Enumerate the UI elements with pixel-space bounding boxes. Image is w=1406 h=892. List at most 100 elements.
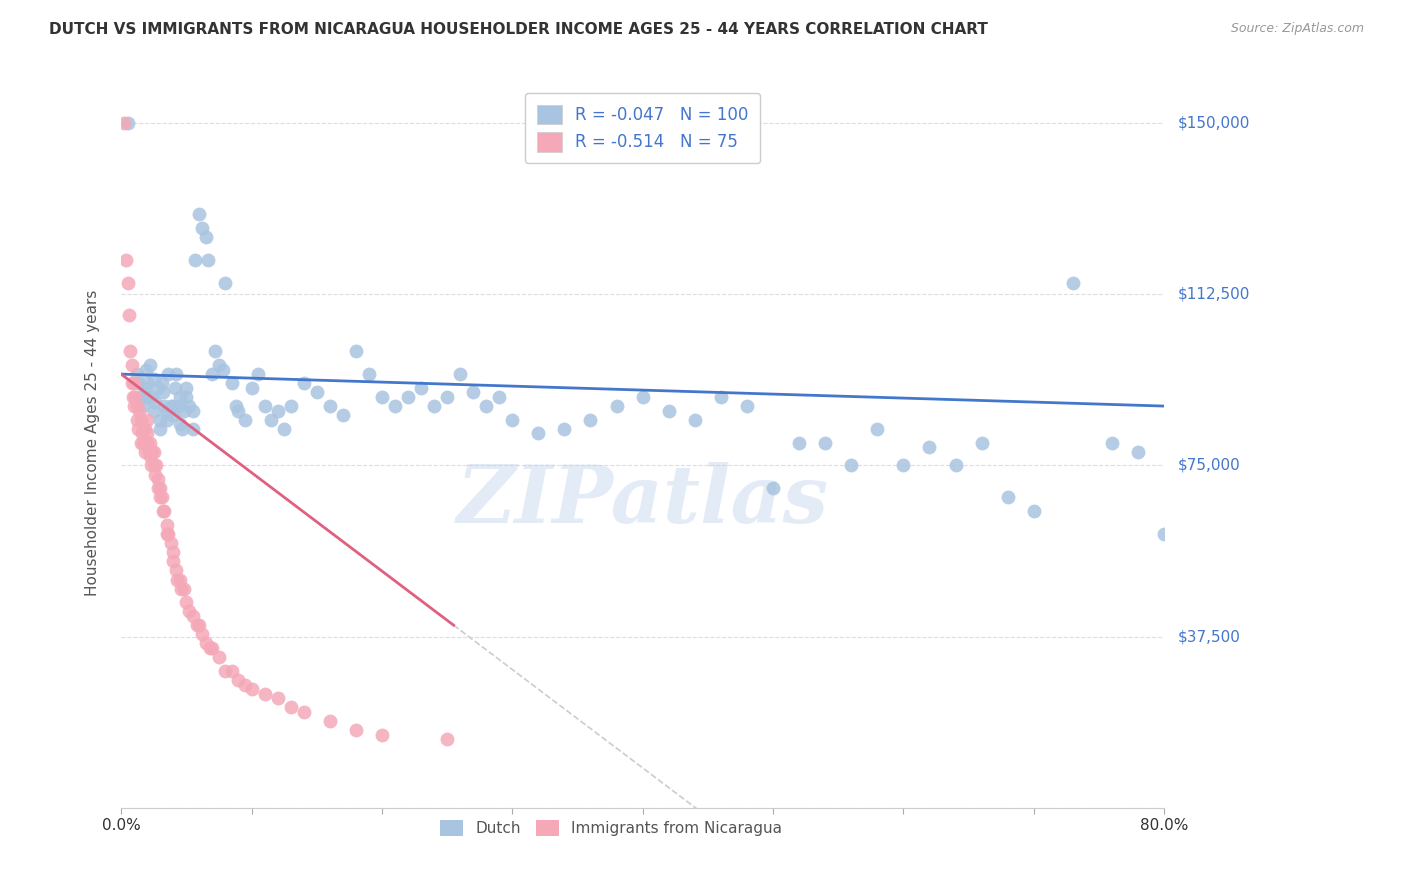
Point (194, 230, 217, 244)
Point (142, 372, 165, 386)
Point (579, 413, 602, 427)
Point (176, 595, 198, 609)
Point (149, 413, 172, 427)
Point (142, 403, 165, 417)
Point (170, 582, 193, 596)
Point (475, 399, 498, 413)
Point (129, 413, 152, 427)
Point (138, 444, 160, 458)
Point (165, 367, 187, 381)
Point (184, 252, 207, 267)
Point (253, 687, 276, 701)
Point (132, 435, 155, 450)
Y-axis label: Householder Income Ages 25 - 44 years: Householder Income Ages 25 - 44 years (86, 289, 100, 596)
Point (112, 116, 135, 130)
Point (143, 394, 166, 409)
Point (606, 399, 628, 413)
Point (814, 435, 837, 450)
Point (173, 582, 195, 596)
Point (305, 385, 328, 400)
Point (169, 573, 191, 587)
Point (253, 399, 276, 413)
Point (131, 426, 153, 441)
Point (332, 408, 354, 422)
Point (396, 390, 419, 404)
Point (658, 403, 681, 417)
Point (1101, 435, 1123, 450)
Point (176, 390, 198, 404)
Point (280, 700, 302, 714)
Point (125, 399, 148, 413)
Point (167, 399, 190, 413)
Point (142, 444, 165, 458)
Point (162, 408, 184, 422)
Point (260, 413, 283, 427)
Point (221, 664, 243, 678)
Point (436, 390, 458, 404)
Point (166, 573, 188, 587)
Point (136, 413, 159, 427)
Point (319, 714, 342, 728)
Point (188, 207, 211, 221)
Point (201, 640, 224, 655)
Point (129, 435, 152, 450)
Point (240, 682, 263, 697)
Point (1022, 504, 1045, 518)
Text: DUTCH VS IMMIGRANTS FROM NICARAGUA HOUSEHOLDER INCOME AGES 25 - 44 YEARS CORRELA: DUTCH VS IMMIGRANTS FROM NICARAGUA HOUSE… (49, 22, 988, 37)
Point (146, 472, 169, 486)
Point (146, 481, 169, 495)
Point (156, 403, 179, 417)
Point (173, 403, 195, 417)
Point (1126, 444, 1149, 458)
Point (172, 422, 194, 436)
Point (162, 399, 184, 413)
Point (233, 413, 256, 427)
Point (139, 358, 162, 372)
Point (150, 491, 173, 505)
Point (117, 276, 139, 290)
Point (204, 344, 226, 359)
Point (501, 413, 523, 427)
Text: ZIPatlas: ZIPatlas (457, 462, 828, 540)
Point (1153, 527, 1175, 541)
Point (136, 376, 159, 391)
Point (156, 413, 179, 427)
Point (228, 403, 250, 417)
Point (153, 504, 176, 518)
Point (214, 664, 236, 678)
Point (139, 390, 162, 404)
Point (683, 413, 706, 427)
Point (208, 358, 231, 372)
Point (319, 399, 342, 413)
Point (153, 399, 176, 413)
Point (280, 399, 302, 413)
Point (125, 367, 148, 381)
Point (169, 390, 191, 404)
Point (163, 381, 186, 395)
Point (162, 554, 184, 568)
Point (156, 527, 179, 541)
Point (208, 650, 231, 665)
Point (145, 458, 167, 473)
Point (631, 390, 654, 404)
Point (945, 458, 967, 473)
Point (135, 435, 157, 450)
Point (169, 417, 191, 432)
Point (188, 618, 211, 632)
Point (371, 390, 394, 404)
Point (970, 435, 993, 450)
Point (201, 367, 224, 381)
Text: Source: ZipAtlas.com: Source: ZipAtlas.com (1230, 22, 1364, 36)
Point (1062, 276, 1084, 290)
Point (134, 381, 156, 395)
Point (115, 252, 138, 267)
Point (181, 609, 204, 624)
Point (488, 390, 510, 404)
Legend: Dutch, Immigrants from Nicaragua: Dutch, Immigrants from Nicaragua (433, 813, 790, 844)
Point (134, 444, 156, 458)
Point (266, 403, 288, 417)
Point (191, 627, 214, 641)
Point (357, 367, 380, 381)
Point (117, 116, 139, 130)
Point (384, 399, 406, 413)
